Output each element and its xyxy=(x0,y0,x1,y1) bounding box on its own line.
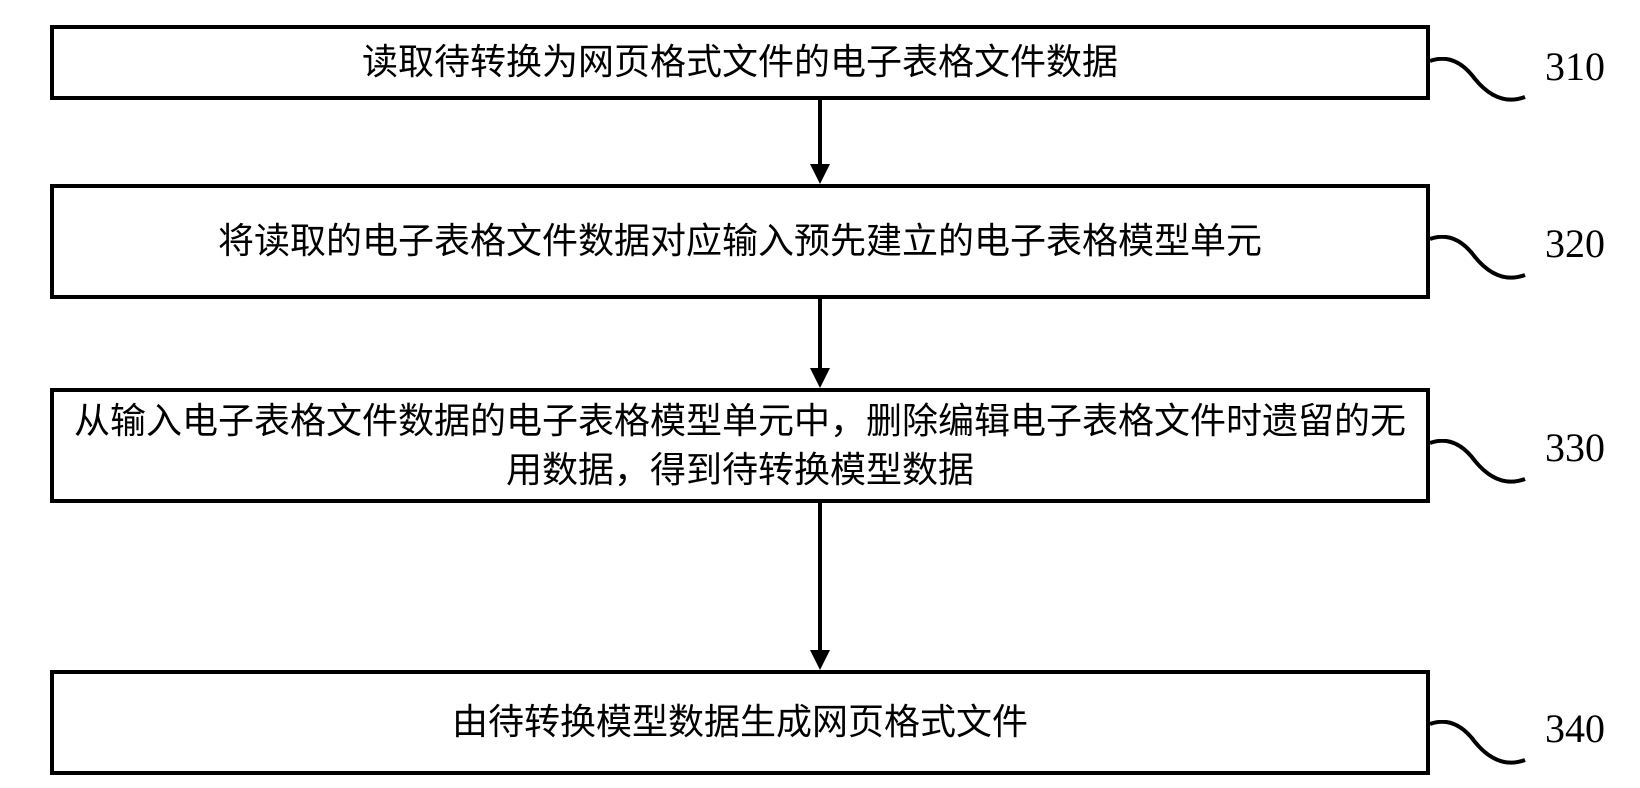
step-box-330: 从输入电子表格文件数据的电子表格模型单元中，删除编辑电子表格文件时遗留的无用数据… xyxy=(50,388,1430,503)
step-text-320: 将读取的电子表格文件数据对应输入预先建立的电子表格模型单元 xyxy=(218,217,1262,266)
step-box-320: 将读取的电子表格文件数据对应输入预先建立的电子表格模型单元 xyxy=(50,184,1430,299)
step-text-330: 从输入电子表格文件数据的电子表格模型单元中，删除编辑电子表格文件时遗留的无用数据… xyxy=(74,397,1406,494)
step-text-310: 读取待转换为网页格式文件的电子表格文件数据 xyxy=(362,38,1118,87)
step-label-340: 340 xyxy=(1545,705,1605,752)
step-text-340: 由待转换模型数据生成网页格式文件 xyxy=(452,698,1028,747)
step-label-320: 320 xyxy=(1545,220,1605,267)
step-box-340: 由待转换模型数据生成网页格式文件 xyxy=(50,670,1430,775)
arrow-1 xyxy=(800,100,840,184)
wavy-connector-330 xyxy=(1430,439,1530,494)
step-box-310: 读取待转换为网页格式文件的电子表格文件数据 xyxy=(50,25,1430,100)
wavy-connector-320 xyxy=(1430,235,1530,290)
wavy-connector-340 xyxy=(1430,720,1530,775)
wavy-connector-310 xyxy=(1430,57,1530,112)
arrow-3 xyxy=(800,503,840,670)
step-label-310: 310 xyxy=(1545,43,1605,90)
arrow-2 xyxy=(800,299,840,388)
step-label-330: 330 xyxy=(1545,424,1605,471)
